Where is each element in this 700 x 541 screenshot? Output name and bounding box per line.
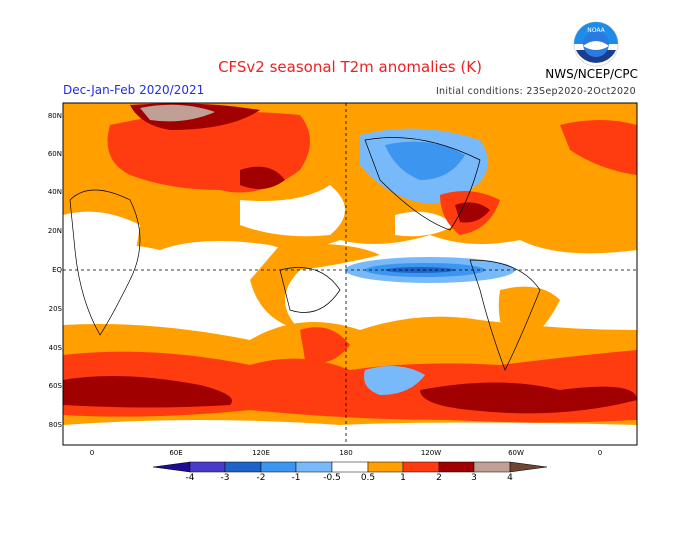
lat-label: 80N [47, 112, 62, 120]
colorbar-label: 3 [471, 473, 477, 483]
lon-label: 60W [508, 449, 524, 457]
lat-label: 60S [48, 382, 62, 390]
lat-label: EQ [52, 266, 62, 274]
colorbar-label: -3 [220, 473, 230, 483]
anomaly-field [63, 103, 637, 445]
lat-label: 20S [48, 305, 62, 313]
colorbar-label: -0.5 [323, 473, 341, 483]
lat-label: 40N [47, 188, 62, 196]
agency-label: NWS/NCEP/CPC [545, 67, 638, 81]
colorbar-label: 2 [436, 473, 442, 483]
lat-label: 60N [47, 150, 62, 158]
lon-label: 180 [339, 449, 353, 457]
colorbar-label: 4 [507, 473, 513, 483]
colorbar-label: -2 [256, 473, 266, 483]
figure-title: CFSv2 seasonal T2m anomalies (K) [218, 58, 482, 76]
noaa-logo: NOAA [573, 21, 619, 67]
colorbar [152, 461, 548, 473]
lat-label: 20N [47, 227, 62, 235]
season-label: Dec-Jan-Feb 2020/2021 [63, 83, 205, 97]
lon-label: 0 [89, 449, 95, 457]
initial-conditions: Initial conditions: 23Sep2020-2Oct2020 [435, 86, 636, 97]
colorbar-label: -1 [291, 473, 301, 483]
colorbar-label: 1 [400, 473, 406, 483]
lat-label: 40S [48, 344, 62, 352]
colorbar-label: 0.5 [360, 473, 376, 483]
lon-label: 120E [252, 449, 270, 457]
lon-label: 60E [169, 449, 183, 457]
lon-label: 120W [420, 449, 442, 457]
svg-text:NOAA: NOAA [587, 27, 605, 34]
lat-label: 80S [48, 421, 62, 429]
lon-label: 0 [597, 449, 603, 457]
colorbar-label: -4 [185, 473, 195, 483]
